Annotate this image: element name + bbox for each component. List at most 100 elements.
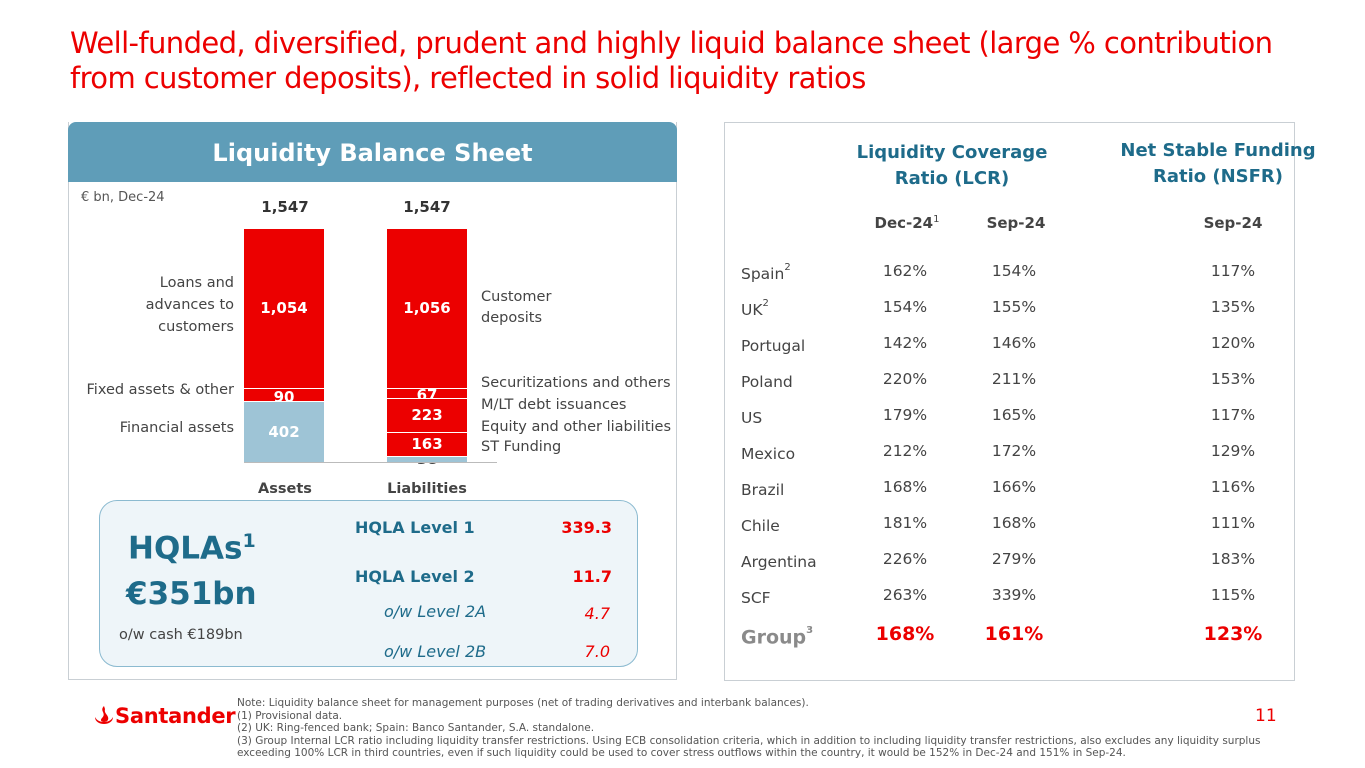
nsfr-value: 116%	[1210, 478, 1256, 496]
country-name: Chile	[741, 517, 780, 536]
nsfr-value: 183%	[1210, 550, 1256, 568]
ratio-row: Argentina 226% 279% 183%	[741, 541, 1281, 577]
label-financial-assets: Financial assets	[119, 420, 234, 436]
santander-logo: Santander	[93, 704, 236, 728]
group-lcr-dec: 168%	[875, 623, 935, 645]
lcr-dec-value: 142%	[882, 334, 928, 352]
bar-segment-m-lt-debt-issuances: 223	[387, 397, 467, 432]
label-securitizations: Securitizations and others	[481, 375, 671, 391]
nsfr-value: 135%	[1210, 298, 1256, 316]
ratio-row: US 179% 165% 117%	[741, 397, 1281, 433]
bar-value-label: 67	[416, 387, 438, 398]
lcr-sep-value: 172%	[991, 442, 1037, 460]
lcr-sep-value: 211%	[991, 370, 1037, 388]
ratio-row: Spain2 162% 154% 117%	[741, 253, 1281, 289]
bar-value-label: 1,056	[403, 299, 451, 318]
hqla-title: HQLAs1	[128, 530, 256, 567]
country-name: Brazil	[741, 481, 785, 500]
country-name: Spain2	[741, 262, 791, 284]
bar-segment-fixed-assets-other: 90	[244, 387, 324, 402]
hqla-level1-label: HQLA Level 1	[355, 518, 475, 537]
ratio-row: Brazil 168% 166% 116%	[741, 469, 1281, 505]
balance-sheet-header: Liquidity Balance Sheet	[68, 122, 677, 182]
ratio-row: SCF 263% 339% 115%	[741, 577, 1281, 613]
bar-segment-equity-and-other-liabilities: 163	[387, 431, 467, 457]
hqla-level1-value: 339.3	[561, 518, 612, 537]
label-loans: Loans and advances to customers	[145, 275, 234, 335]
hqla-level2b-label: o/w Level 2B	[384, 642, 487, 661]
col-dec24: Dec-241	[874, 214, 940, 232]
liabilities-total: 1,547	[403, 198, 451, 216]
assets-total: 1,547	[261, 198, 309, 216]
country-name: Portugal	[741, 337, 806, 356]
lcr-dec-value: 168%	[882, 478, 928, 496]
lcr-sep-value: 339%	[991, 586, 1037, 604]
bar-segment-financial-assets: 402	[244, 401, 324, 462]
hqla-cash: o/w cash €189bn	[119, 627, 243, 643]
group-row: Group3 168% 161% 123%	[741, 616, 1281, 652]
lcr-dec-value: 181%	[882, 514, 928, 532]
lcr-sep-value: 155%	[991, 298, 1037, 316]
balance-sheet-panel	[68, 122, 677, 680]
country-name: SCF	[741, 589, 771, 608]
ratio-row: Portugal 142% 146% 120%	[741, 325, 1281, 361]
nsfr-value: 111%	[1210, 514, 1256, 532]
label-customer-deposits: Customer deposits	[481, 289, 552, 326]
bar-segment-loans-and-advances-to-customers: 1,054	[244, 228, 324, 388]
nsfr-value: 129%	[1210, 442, 1256, 460]
lcr-sep-value: 279%	[991, 550, 1037, 568]
hqla-level2a-value: 4.7	[584, 604, 610, 623]
label-mlt-debt: M/LT debt issuances	[481, 397, 627, 413]
country-name: Argentina	[741, 553, 817, 572]
ratio-row: Mexico 212% 172% 129%	[741, 433, 1281, 469]
x-label-liabilities: Liabilities	[387, 481, 467, 497]
ratio-row: Chile 181% 168% 111%	[741, 505, 1281, 541]
lcr-sep-value: 146%	[991, 334, 1037, 352]
hqla-level2b-value: 7.0	[584, 642, 610, 661]
lcr-dec-value: 162%	[882, 262, 928, 280]
x-label-assets: Assets	[258, 481, 312, 497]
country-name: UK2	[741, 298, 769, 320]
hqla-amount: €351bn	[126, 576, 257, 612]
col-sep24: Sep-24	[986, 214, 1046, 232]
lcr-header: Liquidity Coverage Ratio (LCR)	[856, 142, 1048, 189]
hqla-box	[99, 500, 638, 667]
nsfr-value: 120%	[1210, 334, 1256, 352]
lcr-dec-value: 226%	[882, 550, 928, 568]
nsfr-value: 117%	[1210, 406, 1256, 424]
bar-value-label: 1,054	[260, 299, 308, 318]
lcr-dec-value: 212%	[882, 442, 928, 460]
country-name: US	[741, 409, 763, 428]
unit-label: € bn, Dec-24	[81, 190, 165, 205]
ratios-panel	[724, 122, 1295, 681]
bar-segment-customer-deposits: 1,056	[387, 228, 467, 388]
label-st-funding: ST Funding	[481, 439, 562, 455]
hqla-level2a-label: o/w Level 2A	[384, 602, 487, 621]
lcr-dec-value: 154%	[882, 298, 928, 316]
hqla-level2-label: HQLA Level 2	[355, 567, 475, 586]
label-equity: Equity and other liabilities	[481, 419, 672, 435]
lcr-dec-value: 220%	[882, 370, 928, 388]
nsfr-header: Net Stable Funding Ratio (NSFR)	[1120, 140, 1316, 187]
country-name: Mexico	[741, 445, 796, 464]
bar-value-label: 402	[268, 423, 300, 442]
bar-segment-st-funding	[387, 456, 467, 462]
lcr-sep-value: 154%	[991, 262, 1037, 280]
col-nsfr-sep24: Sep-24	[1203, 214, 1263, 232]
hqla-level2-value: 11.7	[572, 567, 612, 586]
bar-value-label: 163	[411, 435, 443, 454]
label-fixed-assets: Fixed assets & other	[86, 382, 235, 398]
page-number: 11	[1255, 706, 1277, 726]
chart-baseline	[244, 462, 497, 463]
bar-segment-securitizations-and-others: 67	[387, 387, 467, 398]
flame-icon	[95, 706, 113, 724]
group-nsfr: 123%	[1203, 623, 1263, 645]
country-name: Poland	[741, 373, 793, 392]
group-name: Group3	[741, 625, 814, 649]
nsfr-value: 153%	[1210, 370, 1256, 388]
lcr-dec-value: 179%	[882, 406, 928, 424]
lcr-sep-value: 168%	[991, 514, 1037, 532]
ratio-row: UK2 154% 155% 135%	[741, 289, 1281, 325]
nsfr-value: 115%	[1210, 586, 1256, 604]
nsfr-value: 117%	[1210, 262, 1256, 280]
